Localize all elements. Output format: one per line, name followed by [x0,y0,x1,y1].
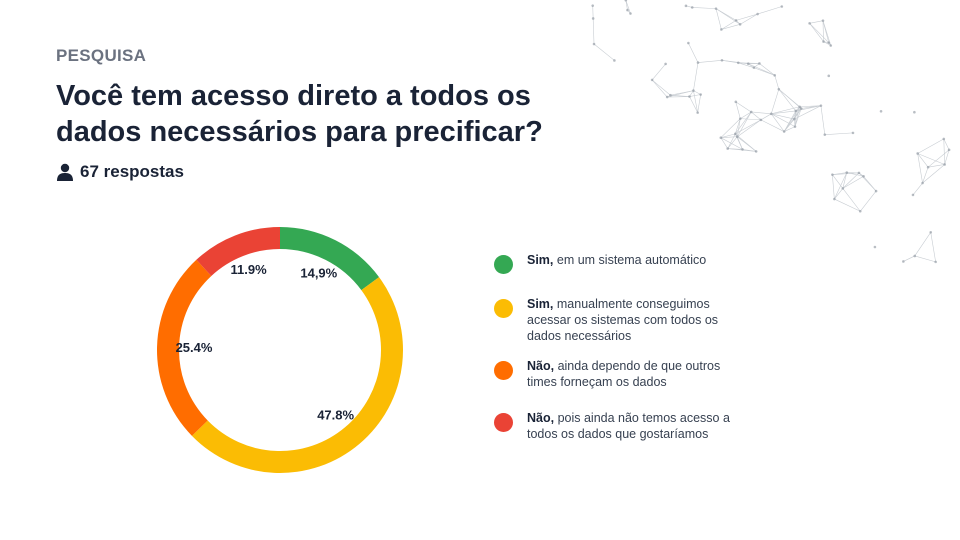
donut-slice [196,227,280,276]
section-kicker: PESQUISA [56,46,147,65]
legend-item: Sim, em um sistema automático [494,252,754,274]
legend-swatch [494,413,513,432]
legend-swatch [494,361,513,380]
legend-swatch [494,255,513,274]
legend-swatch [494,299,513,318]
legend-item: Sim, manualmente conseguimos acessar os … [494,296,754,344]
donut-chart: 14,9% 47.8% 25.4% 11.9% [156,227,403,473]
legend-label: Sim, em um sistema automático [527,253,707,267]
legend-label: Sim, manualmente conseguimos acessar os … [527,297,719,343]
legend-item: Não, pois ainda não temos acesso a todos… [494,410,754,442]
person-icon [57,163,73,181]
response-count-label: 67 respostas [80,162,184,181]
legend-item: Não, ainda dependo de que outros times f… [494,358,754,390]
slice-value-label: 25.4% [176,340,213,355]
response-count: 67 respostas [56,162,184,182]
network-decoration [591,0,951,264]
slice-value-label: 11.9% [231,262,268,277]
donut-slice [191,277,403,473]
legend-label: Não, ainda dependo de que outros times f… [527,359,721,389]
slice-value-label: 47.8% [317,408,354,423]
legend-label: Não, pois ainda não temos acesso a todos… [527,411,730,441]
donut-slice [156,259,212,436]
page-title: Você tem acesso direto a todos os dados … [56,80,543,148]
slice-value-label: 14,9% [300,265,337,280]
donut-slice [280,227,380,291]
